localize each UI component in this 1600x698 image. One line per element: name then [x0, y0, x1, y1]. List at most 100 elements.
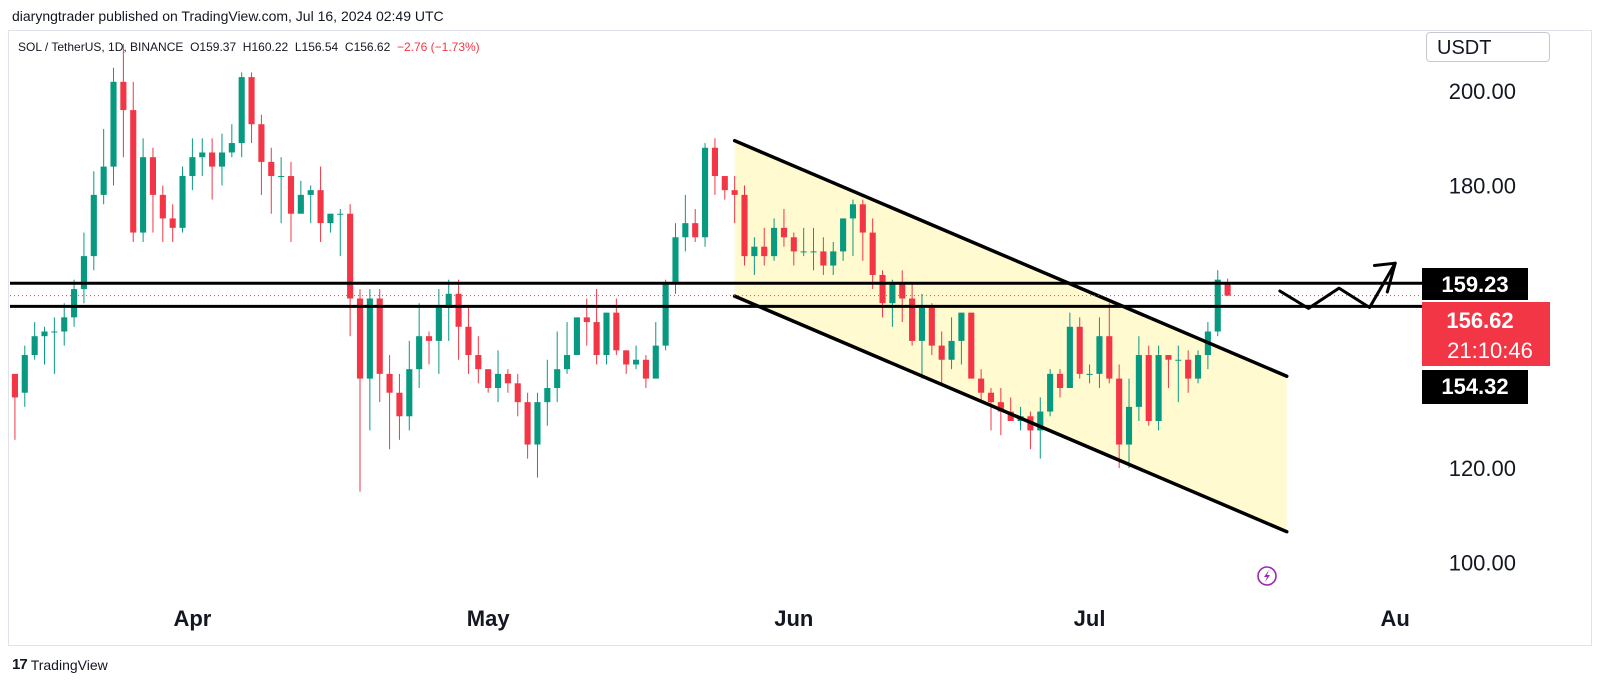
candle-body: [356, 298, 364, 379]
forecast-path[interactable]: [1278, 261, 1397, 310]
candle: [849, 199, 857, 257]
candle: [120, 44, 127, 158]
candle: [928, 303, 935, 356]
candle-body: [228, 143, 235, 153]
candle-body: [771, 227, 778, 257]
candle: [1106, 303, 1113, 384]
candle-body: [948, 340, 955, 360]
candle: [1027, 411, 1034, 450]
candle: [199, 138, 206, 177]
candle-body: [889, 284, 896, 304]
candle-body: [1047, 373, 1054, 412]
open-label: O: [190, 40, 200, 54]
candle-body: [327, 213, 334, 224]
candle-body: [386, 373, 393, 393]
candle: [563, 322, 571, 374]
candle-body: [51, 331, 58, 333]
candle-body: [692, 223, 699, 238]
candle: [1155, 345, 1162, 431]
candle: [603, 312, 610, 365]
candle: [21, 345, 28, 407]
candle-body: [997, 402, 1004, 412]
candle-body: [928, 307, 935, 346]
candle-body: [633, 359, 640, 365]
candle-body: [1135, 355, 1142, 407]
candle-body: [534, 402, 541, 445]
candle: [1066, 312, 1073, 389]
upper-level-value: 159.23: [1441, 272, 1508, 297]
candle: [662, 279, 669, 351]
candle-body: [41, 331, 48, 337]
candle-body: [1086, 373, 1093, 375]
x-tick-label: Apr: [173, 606, 211, 631]
lightning-icon[interactable]: [1257, 566, 1277, 586]
high-value: 160.22: [251, 40, 289, 54]
candle: [830, 241, 837, 275]
y-tick-label: 120.00: [1449, 456, 1516, 481]
candle: [1076, 317, 1083, 379]
candle: [524, 392, 531, 459]
candle-body: [416, 336, 423, 370]
candle: [810, 227, 817, 271]
candle-body: [879, 274, 886, 304]
high-label: H: [242, 40, 252, 54]
candle-body: [504, 373, 511, 384]
candle-body: [968, 312, 975, 379]
candle: [356, 289, 364, 492]
candle: [948, 317, 955, 370]
candle: [159, 185, 166, 242]
candle: [958, 312, 965, 365]
candle: [1145, 345, 1152, 426]
candle-body: [189, 157, 196, 177]
candle: [780, 209, 787, 247]
candle-body: [11, 373, 18, 398]
candle: [386, 355, 393, 450]
candle: [623, 350, 630, 374]
candle-body: [1106, 336, 1113, 379]
close-label: C: [344, 40, 354, 54]
candle-body: [544, 388, 551, 403]
candle-body: [1155, 355, 1162, 421]
candle-body: [179, 176, 186, 228]
candle: [573, 317, 580, 356]
currency-selector[interactable]: USDT: [1426, 32, 1550, 62]
candle-body: [869, 232, 876, 275]
candle-body: [21, 355, 28, 393]
candle-body: [1037, 411, 1044, 431]
candle: [425, 331, 433, 365]
candle: [149, 147, 157, 233]
candle: [652, 322, 659, 379]
candle-body: [751, 246, 758, 257]
candle-body: [317, 190, 324, 224]
change-value: −2.76 (−1.73%): [396, 40, 480, 54]
candle-body: [1116, 378, 1123, 445]
candle: [1125, 378, 1133, 469]
candle: [228, 124, 235, 158]
candle-body: [1096, 336, 1103, 374]
candle-body: [978, 378, 985, 393]
candle: [918, 293, 926, 379]
open-value: 159.37: [199, 40, 237, 54]
candle: [218, 133, 226, 186]
tradingview-logo[interactable]: 17 TradingView: [12, 656, 108, 673]
candle: [682, 194, 689, 252]
candle: [889, 279, 896, 327]
channel-upper-line[interactable]: [732, 138, 1289, 378]
candle: [31, 322, 38, 360]
candle: [1047, 369, 1054, 417]
channel-lower-line[interactable]: [732, 294, 1289, 534]
candle-body: [987, 392, 995, 403]
candle-body: [1066, 326, 1073, 389]
candle: [741, 185, 748, 266]
candle: [416, 303, 423, 389]
candle-body: [524, 402, 531, 445]
upper-level-tag-bg: [1422, 268, 1528, 300]
candle-body: [278, 176, 285, 178]
candle: [169, 204, 176, 242]
candle-body: [485, 369, 492, 389]
candle: [544, 359, 551, 426]
candle: [248, 72, 255, 144]
candle-body: [1194, 355, 1202, 379]
candle: [1116, 364, 1123, 469]
